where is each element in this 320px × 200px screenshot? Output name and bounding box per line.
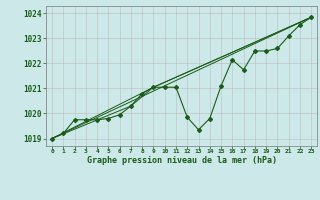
X-axis label: Graphe pression niveau de la mer (hPa): Graphe pression niveau de la mer (hPa) — [87, 156, 276, 165]
